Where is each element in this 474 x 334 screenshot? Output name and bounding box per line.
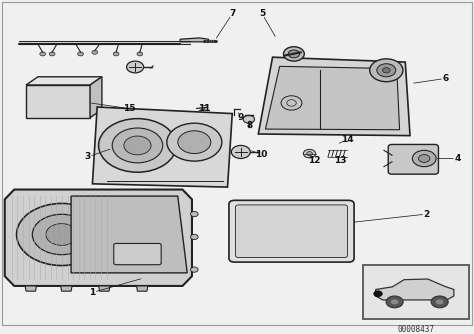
Circle shape [303,149,316,158]
Text: 12: 12 [308,156,320,165]
Circle shape [191,234,198,239]
Polygon shape [180,38,209,42]
Circle shape [377,64,396,77]
Text: 4: 4 [454,154,461,163]
Polygon shape [25,286,36,291]
FancyBboxPatch shape [388,144,438,174]
Circle shape [92,50,98,54]
Circle shape [435,299,444,305]
FancyBboxPatch shape [229,200,354,262]
Circle shape [307,152,312,156]
Circle shape [40,52,46,56]
FancyBboxPatch shape [363,265,469,319]
Circle shape [231,145,250,159]
Circle shape [419,155,430,162]
Circle shape [412,150,436,167]
Text: 3: 3 [84,152,91,161]
Text: 14: 14 [341,135,354,144]
Circle shape [113,52,119,56]
Circle shape [191,267,198,272]
Circle shape [46,224,77,245]
Polygon shape [71,196,187,273]
Circle shape [124,136,151,155]
Text: 9: 9 [237,113,244,122]
Circle shape [370,59,403,82]
Circle shape [112,128,163,163]
Text: 7: 7 [229,9,236,18]
FancyBboxPatch shape [114,243,161,265]
Polygon shape [258,57,410,136]
Polygon shape [92,107,232,187]
FancyBboxPatch shape [236,205,347,258]
Text: 11: 11 [199,104,211,113]
Circle shape [49,52,55,56]
Circle shape [383,68,390,73]
Circle shape [390,299,399,305]
Circle shape [431,296,448,308]
Polygon shape [5,189,192,286]
Circle shape [137,52,143,56]
Text: 15: 15 [123,104,135,113]
FancyBboxPatch shape [26,85,90,118]
Polygon shape [375,279,454,300]
Polygon shape [137,286,148,291]
Circle shape [32,214,91,255]
Circle shape [386,296,403,308]
Text: 6: 6 [442,74,449,83]
Circle shape [167,123,222,161]
Text: 10: 10 [255,150,268,159]
Circle shape [178,131,211,154]
Text: 2: 2 [423,209,430,218]
Circle shape [99,119,176,172]
Circle shape [283,47,304,61]
Text: 00008437: 00008437 [397,325,435,334]
Circle shape [17,203,107,266]
Circle shape [288,50,300,58]
Circle shape [374,291,383,297]
Polygon shape [90,77,102,118]
Circle shape [243,115,255,123]
Polygon shape [61,286,72,291]
Circle shape [78,52,83,56]
Text: 1: 1 [89,288,96,297]
Polygon shape [99,286,110,291]
Polygon shape [265,66,400,130]
Circle shape [127,61,144,73]
Polygon shape [26,77,102,85]
Text: 5: 5 [259,9,265,18]
Circle shape [191,211,198,217]
Text: 13: 13 [334,156,346,165]
Text: 8: 8 [246,121,253,130]
